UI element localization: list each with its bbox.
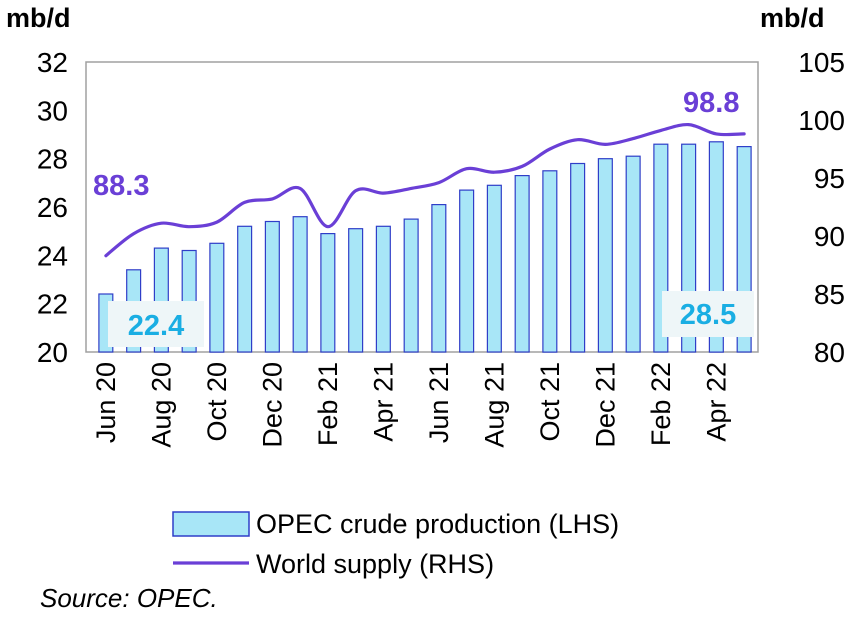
x-tick-label: Aug 21: [479, 362, 509, 448]
source-note: Source: OPEC.: [40, 583, 218, 613]
legend-line-label: World supply (RHS): [256, 549, 494, 579]
bar: [459, 189, 475, 353]
x-tick-label: Oct 21: [535, 362, 565, 442]
right-axis-ticks: 80 85 90 95 100 105: [798, 47, 845, 368]
bar-end-label-box: [662, 291, 754, 337]
bar: [209, 242, 225, 353]
x-tick-label: Dec 21: [590, 362, 620, 448]
x-tick-label: Apr 22: [701, 362, 731, 442]
bar: [570, 162, 586, 353]
line-end-label: 98.8: [683, 87, 739, 119]
left-tick-label: 26: [37, 192, 68, 223]
bar: [542, 170, 558, 353]
right-tick-label: 95: [814, 163, 845, 194]
bar: [625, 155, 641, 353]
right-tick-label: 80: [814, 337, 845, 368]
world-supply-line: [104, 122, 746, 258]
x-tick-label: Apr 21: [368, 362, 398, 442]
x-axis-ticks: Jun 20 Aug 20 Oct 20 Dec 20 Feb 21 Apr 21 Jun …: [91, 362, 732, 448]
bar: [264, 220, 280, 353]
bar: [375, 225, 391, 353]
bar: [403, 218, 419, 353]
legend-bar-label: OPEC crude production (LHS): [256, 509, 619, 539]
bar: [431, 204, 447, 353]
legend: OPEC crude production (LHS) World supply…: [172, 509, 619, 579]
x-tick-label: Feb 21: [313, 362, 343, 446]
bar: [514, 175, 530, 353]
x-tick-label: Dec 20: [257, 362, 287, 448]
left-tick-label: 32: [37, 47, 68, 78]
bar: [320, 233, 336, 353]
legend-bar-swatch: [172, 511, 250, 537]
left-tick-label: 22: [37, 289, 68, 320]
right-tick-label: 100: [798, 105, 845, 136]
bar-end-label: 28.5: [680, 299, 736, 331]
left-tick-label: 28: [37, 144, 68, 175]
right-tick-label: 105: [798, 47, 845, 78]
left-tick-label: 30: [37, 95, 68, 126]
left-tick-label: 20: [37, 337, 68, 368]
left-axis-unit: mb/d: [6, 3, 71, 33]
bar: [237, 225, 253, 353]
right-tick-label: 90: [814, 221, 845, 252]
bar: [292, 216, 308, 353]
bar: [597, 158, 613, 353]
x-tick-label: Aug 20: [146, 362, 176, 448]
left-axis-ticks: 20 22 24 26 28 30 32: [37, 47, 68, 368]
x-tick-label: Oct 20: [202, 362, 232, 442]
bar: [486, 184, 502, 353]
right-axis-unit: mb/d: [760, 3, 825, 33]
bar-start-label-box: [108, 301, 204, 347]
x-tick-label: Jun 20: [91, 362, 121, 443]
right-tick-label: 85: [814, 279, 845, 310]
left-tick-label: 24: [37, 240, 68, 271]
bar: [348, 228, 364, 353]
x-tick-label: Feb 22: [646, 362, 676, 446]
line-start-label: 88.3: [93, 170, 149, 202]
bar-start-label: 22.4: [128, 310, 184, 342]
x-tick-label: Jun 21: [424, 362, 454, 443]
